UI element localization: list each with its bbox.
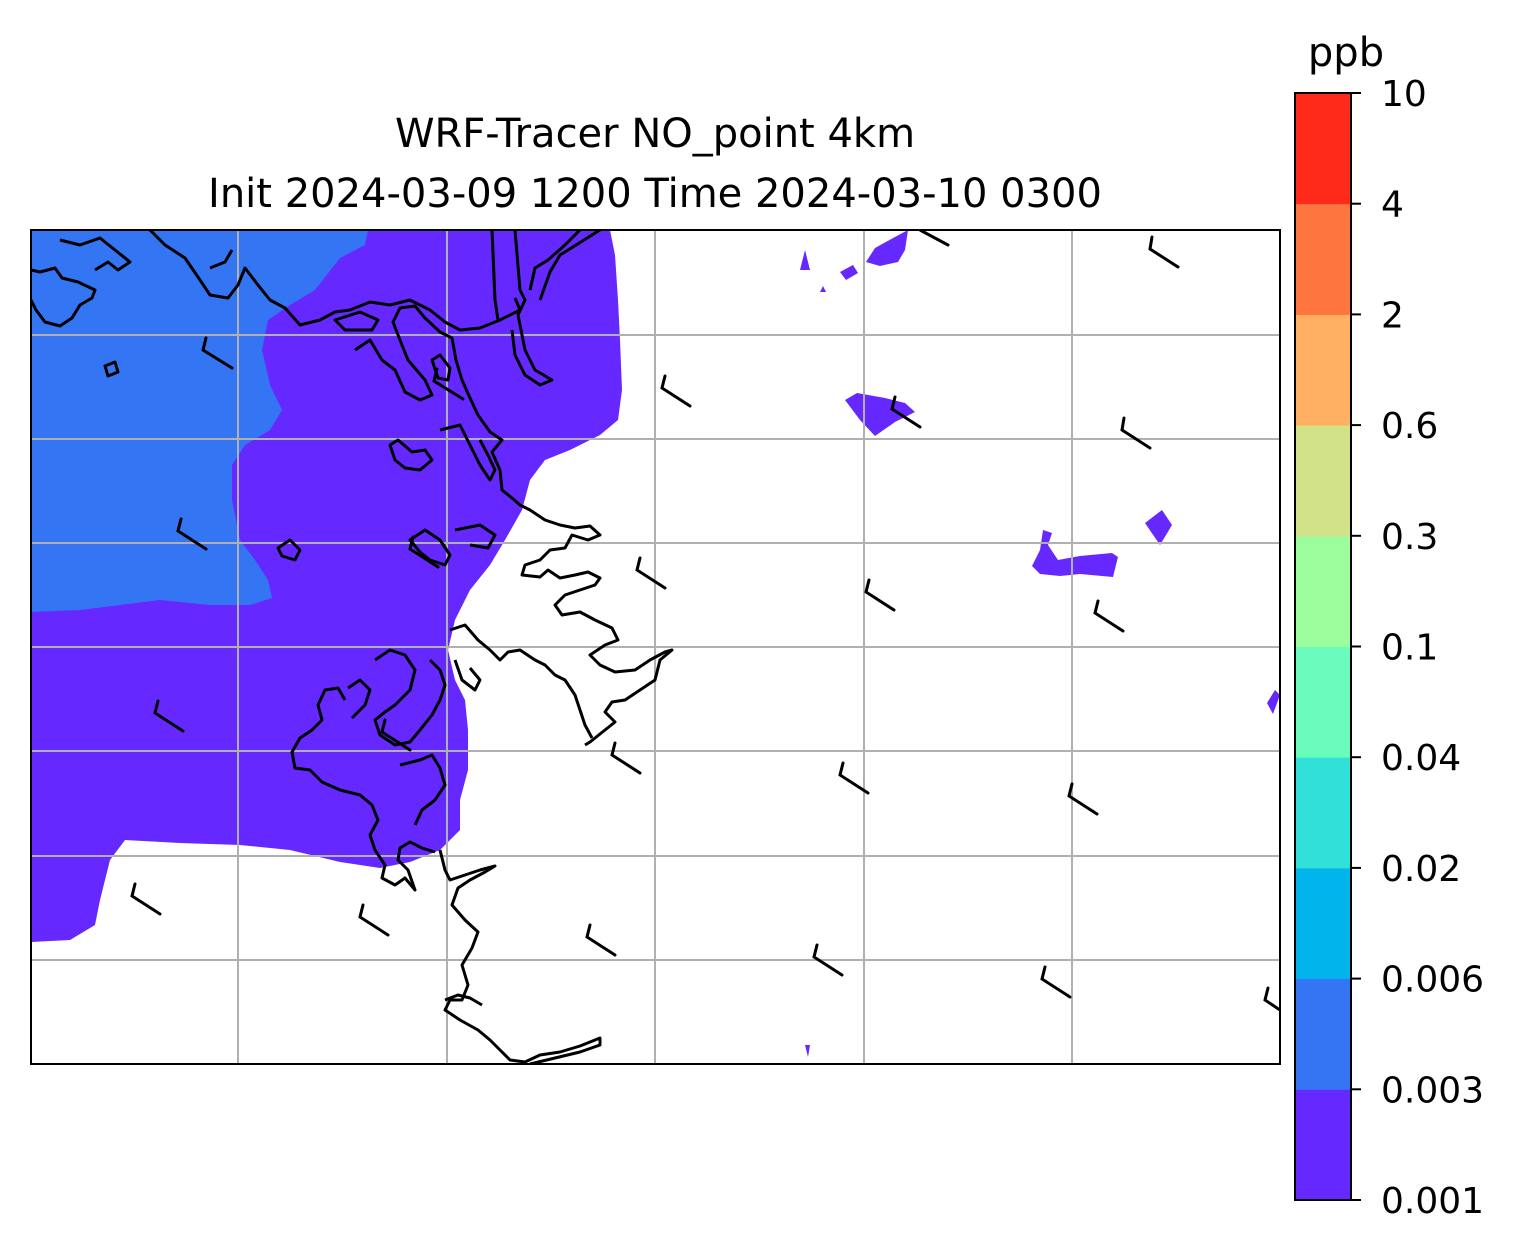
colorbar-tick-label-9: 4 xyxy=(1381,185,1404,226)
colorbar-block-8 xyxy=(1295,203,1351,315)
colorbar-tick-label-6: 0.3 xyxy=(1381,517,1438,558)
colorbar-ticks: 0.001 0.003 0.006 0.02 0.04 0.1 0.3 0.6 2 4 10 xyxy=(1351,74,1484,1222)
colorbar-tick-label-4: 0.04 xyxy=(1381,738,1461,779)
colorbar-block-0 xyxy=(1295,1089,1351,1201)
colorbar: 0.001 0.003 0.006 0.02 0.04 0.1 0.3 0.6 2 4 10 ppb xyxy=(1294,30,1484,1222)
colorbar-block-1 xyxy=(1295,978,1351,1090)
colorbar-tick-label-0: 0.001 xyxy=(1381,1181,1484,1222)
colorbar-unit-label: ppb xyxy=(1308,30,1384,76)
colorbar-block-4 xyxy=(1295,646,1351,758)
colorbar-tick-label-8: 2 xyxy=(1381,295,1404,336)
map-frame xyxy=(30,229,1281,1065)
colorbar-tick-label-5: 0.1 xyxy=(1381,628,1438,669)
title-line-2: Init 2024-03-09 1200 Time 2024-03-10 030… xyxy=(208,171,1102,217)
coastlines xyxy=(31,230,674,1064)
colorbar-blocks xyxy=(1295,93,1351,1201)
concentration-patches xyxy=(800,230,1280,1057)
map-panel xyxy=(30,229,1281,1065)
map-title: WRF-Tracer NO_point 4km Init 2024-03-09 … xyxy=(30,104,1280,224)
colorbar-tick-label-7: 0.6 xyxy=(1381,406,1438,447)
colorbar-block-2 xyxy=(1295,867,1351,980)
colorbar-block-7 xyxy=(1295,314,1351,426)
colorbar-block-6 xyxy=(1295,425,1351,537)
colorbar-tick-label-2: 0.006 xyxy=(1381,960,1484,1001)
colorbar-tick-label-10: 10 xyxy=(1381,74,1427,115)
colorbar-tick-label-1: 0.003 xyxy=(1381,1070,1484,1111)
title-line-1: WRF-Tracer NO_point 4km xyxy=(394,111,916,157)
colorbar-block-3 xyxy=(1295,757,1351,869)
wind-barbs xyxy=(130,230,1280,1012)
concentration-contour-mid xyxy=(31,230,368,612)
colorbar-tick-label-3: 0.02 xyxy=(1381,849,1461,890)
colorbar-block-9 xyxy=(1295,93,1351,205)
colorbar-block-5 xyxy=(1295,535,1351,647)
gridlines xyxy=(31,230,1280,1064)
